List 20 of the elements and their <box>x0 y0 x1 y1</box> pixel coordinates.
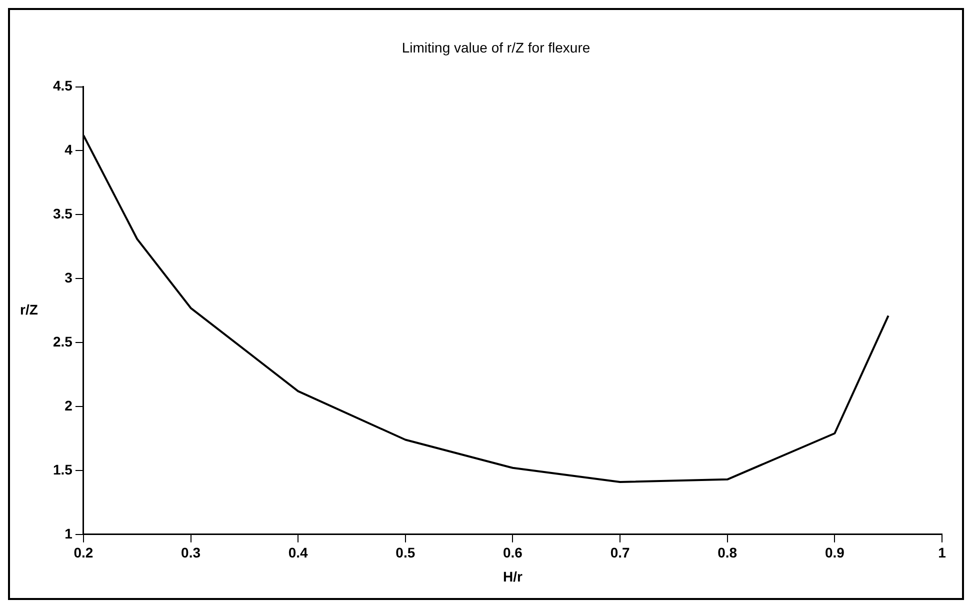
y-tick-label: 2.5 <box>52 333 73 350</box>
x-tick-label: 0.6 <box>502 544 523 561</box>
y-tick-label: 3.5 <box>52 206 73 222</box>
y-tick-label: 4.5 <box>52 78 73 94</box>
x-tick-label: 0.2 <box>74 544 94 561</box>
x-tick-label: 0.3 <box>181 544 201 561</box>
y-tick-label: 1 <box>64 525 73 542</box>
x-tick-label: 0.7 <box>610 544 630 561</box>
y-tick-label: 2 <box>64 397 73 414</box>
y-tick-label: 3 <box>64 269 73 286</box>
x-tick-label: 0.5 <box>396 544 416 561</box>
x-tick-label: 0.9 <box>824 544 845 561</box>
chart-title: Limiting value of r/Z for flexure <box>402 39 590 56</box>
y-axis-title: r/Z <box>20 301 38 318</box>
x-axis-title: H/r <box>503 568 524 584</box>
y-tick-label: 1.5 <box>52 461 73 478</box>
y-tick-label: 4 <box>64 142 73 158</box>
x-tick-label: 1 <box>938 544 946 561</box>
x-tick-label: 0.8 <box>718 544 738 561</box>
x-tick-label: 0.4 <box>288 544 308 561</box>
